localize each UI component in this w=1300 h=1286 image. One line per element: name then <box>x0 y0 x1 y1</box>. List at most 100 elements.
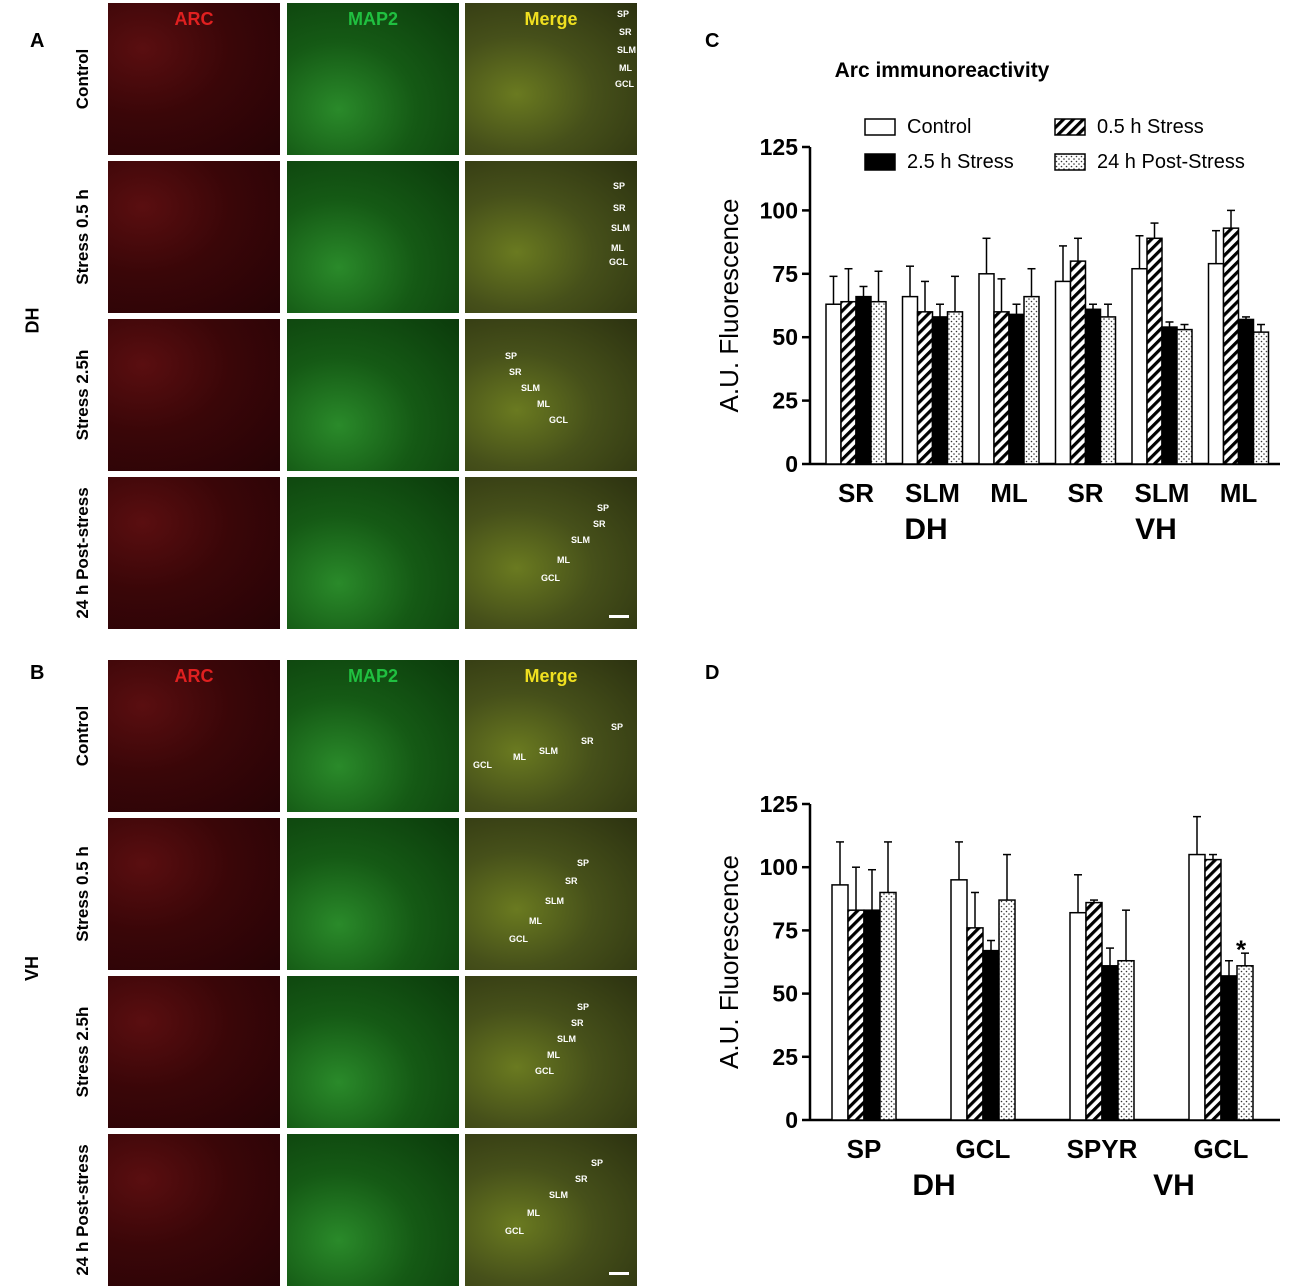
dh-layer-label: SLM <box>617 45 636 55</box>
dh-row-label-2: Stress 2.5h <box>73 349 92 441</box>
dh-arc-image-0: ARC <box>108 3 280 155</box>
group-label: VH <box>1153 1169 1195 1202</box>
bar <box>1023 295 1040 465</box>
chart-c-arc-immunoreactivity: Arc immunoreactivity A.U. Fluorescence 0 25… <box>714 59 1280 546</box>
dh-layer-label: GCL <box>609 257 628 267</box>
vh-row-label-0: Control <box>73 705 92 767</box>
dh-layer-label: SR <box>613 203 626 213</box>
vh-layer-label: GCL <box>535 1066 554 1076</box>
vh-region-label: VH <box>22 955 43 982</box>
vh-layer-label: SR <box>581 736 594 746</box>
bar <box>993 311 1010 465</box>
bar <box>840 300 857 465</box>
vh-layer-label: SR <box>571 1018 584 1028</box>
dh-merge-image-2: SP SR SLM ML GCL <box>465 319 637 471</box>
vh-column-title-merge: Merge <box>524 666 578 686</box>
dh-merge-image-1: SP SR SLM ML GCL <box>465 161 637 313</box>
vh-layer-label: GCL <box>473 760 492 770</box>
dh-layer-label: SP <box>597 503 610 513</box>
x-tick-label: SLM <box>905 478 960 508</box>
bar <box>847 909 865 1121</box>
vh-layer-label: SP <box>611 722 624 732</box>
dh-layer-label: ML <box>557 555 570 565</box>
dh-arc-image-3 <box>108 477 280 629</box>
dh-layer-label: GCL <box>549 415 568 425</box>
bar <box>1237 318 1255 465</box>
bar <box>1069 911 1087 1121</box>
bar <box>1008 313 1025 465</box>
x-tick-label: GCL <box>1194 1134 1249 1164</box>
bar <box>982 949 1000 1121</box>
bar <box>1220 975 1238 1121</box>
bar <box>966 927 984 1121</box>
bar <box>1176 328 1193 465</box>
legend-swatch <box>1054 118 1086 136</box>
dh-map2-image-2 <box>287 319 459 471</box>
dh-scale-bar <box>609 615 629 618</box>
legend-swatch <box>864 118 896 136</box>
bar <box>1101 965 1119 1121</box>
chart-d-arc-fluorescence: A.U. Fluorescence 0 25 50 75 100 125 SP GCL SPYR G… <box>714 791 1280 1202</box>
bar <box>916 311 934 465</box>
vh-map2-image-3 <box>287 1134 459 1286</box>
bar <box>998 899 1016 1121</box>
dh-layer-label: ML <box>611 243 624 253</box>
bar <box>978 273 995 465</box>
vh-layer-label: ML <box>529 916 542 926</box>
bar <box>1207 262 1225 465</box>
dh-region-label: DH <box>22 307 43 334</box>
vh-column-title-map2: MAP2 <box>347 666 398 686</box>
y-tick-label: 0 <box>785 451 798 477</box>
x-tick-label: GCL <box>956 1134 1011 1164</box>
y-tick-label: 75 <box>772 917 798 943</box>
vh-layer-label: SP <box>591 1158 604 1168</box>
vh-layer-label: GCL <box>509 934 528 944</box>
legend-label: Control <box>907 116 971 138</box>
vh-map2-image-1 <box>287 818 459 970</box>
bar <box>863 909 881 1121</box>
bar <box>831 884 849 1121</box>
vh-merge-image-0: Merge SP SR SLM ML GCL <box>465 660 637 812</box>
bar <box>1117 959 1135 1121</box>
bar <box>950 879 968 1121</box>
dh-map2-image-3 <box>287 477 459 629</box>
bar <box>879 891 897 1121</box>
vh-row-label-2: Stress 2.5h <box>73 1006 92 1098</box>
vh-layer-label: SLM <box>539 746 558 756</box>
y-tick-label: 0 <box>785 1107 798 1133</box>
bar <box>1131 267 1148 465</box>
dh-layer-label: GCL <box>541 573 560 583</box>
vh-layer-label: SLM <box>557 1034 576 1044</box>
x-tick-label: SLM <box>1135 478 1190 508</box>
dh-column-title-arc: ARC <box>174 9 214 29</box>
dh-row-label-1: Stress 0.5 h <box>73 189 92 285</box>
y-tick-label: 100 <box>760 197 798 223</box>
y-tick-label: 50 <box>772 981 798 1007</box>
vh-arc-image-1 <box>108 818 280 970</box>
panel-letter-c: C <box>705 30 720 52</box>
dh-layer-label: SLM <box>521 383 540 393</box>
vh-layer-label: SR <box>565 876 578 886</box>
vh-arc-image-2 <box>108 976 280 1128</box>
group-label: DH <box>904 513 947 546</box>
y-tick-label: 25 <box>772 388 798 414</box>
group-label: DH <box>912 1169 955 1202</box>
vh-layer-label: SR <box>575 1174 588 1184</box>
x-tick-label: SP <box>847 1134 882 1164</box>
dh-layer-label: GCL <box>615 79 634 89</box>
bar <box>870 300 887 465</box>
x-tick-label: ML <box>990 478 1028 508</box>
legend-label: 0.5 h Stress <box>1097 116 1204 138</box>
vh-layer-label: GCL <box>505 1226 524 1236</box>
x-tick-label: SPYR <box>1067 1134 1138 1164</box>
y-axis-label: A.U. Fluorescence <box>714 855 744 1069</box>
y-tick-label: 25 <box>772 1044 798 1070</box>
dh-column-title-merge: Merge <box>524 9 578 29</box>
dh-layer-label: SP <box>617 9 630 19</box>
vh-layer-label: ML <box>527 1208 540 1218</box>
vh-arc-image-3 <box>108 1134 280 1286</box>
dh-layer-label: SP <box>613 181 626 191</box>
vh-merge-image-1: SP SR SLM ML GCL <box>465 818 637 970</box>
bar <box>1161 326 1178 465</box>
legend-swatch <box>864 153 896 171</box>
